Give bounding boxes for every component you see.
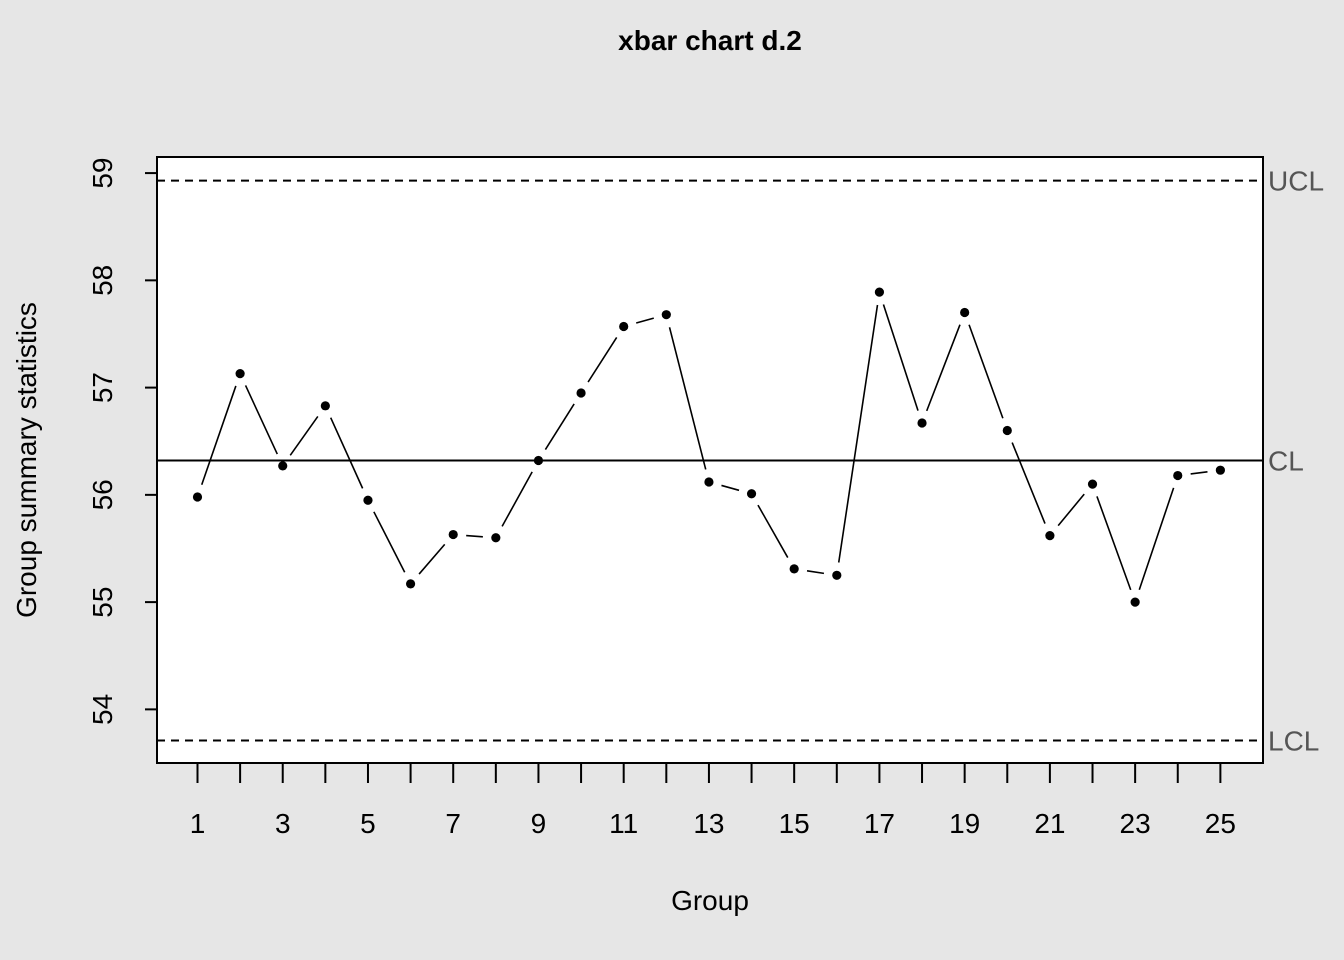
data-point-1 [192,492,203,502]
data-point-15 [789,564,799,574]
series-segment [466,534,483,538]
data-point-9 [533,455,544,466]
x-tick-label: 7 [445,808,461,839]
y-tick-label: 57 [87,372,118,403]
series-segment [329,417,364,489]
x-tick-label: 9 [531,808,547,839]
y-axis: 54 55 56 57 58 59 [87,158,157,725]
x-tick-label: 21 [1034,808,1065,839]
series-segment [721,484,740,492]
series-segment [968,324,1004,419]
x-tick-label: 3 [275,808,291,839]
series-segment [837,304,879,563]
data-point-5 [363,495,373,505]
y-tick-label: 58 [87,265,118,296]
data-point-19 [960,307,970,318]
series-segment [373,511,406,573]
data-point-18 [917,418,927,428]
series-segment [200,385,237,485]
data-point-6 [405,579,416,589]
series-segment [925,324,961,412]
x-tick-label: 15 [779,808,810,839]
series-segment [289,415,319,456]
x-axis: 1 3 5 7 9 11 13 15 17 19 21 23 25 [190,763,1236,839]
data-point-13 [704,477,714,487]
x-tick-label: 25 [1205,808,1236,839]
data-point-3 [278,461,288,471]
y-tick-label: 55 [87,587,118,618]
series-segment [544,403,575,450]
data-point-12 [661,310,671,320]
data-point-16 [832,570,842,580]
plot-frame [156,156,1264,764]
data-point-17 [874,287,885,297]
data-point-4 [320,401,330,411]
series-segment [1057,493,1085,527]
y-tick-label: 59 [87,158,118,189]
series-segment [587,336,618,383]
data-point-21 [1045,531,1055,541]
series-segment [636,317,654,324]
data-point-14 [746,489,757,499]
x-tick-label: 23 [1120,808,1151,839]
x-axis-label: Group [671,885,749,916]
data-point-7 [448,529,458,540]
data-point-20 [1002,425,1012,436]
limit-label-cl: CL [1268,446,1304,477]
x-tick-label: 13 [693,808,724,839]
data-point-23 [1130,597,1140,607]
data-point-8 [491,533,501,543]
series-segment [244,385,279,455]
series-segment [668,327,707,470]
series-segment [806,570,825,575]
chart-title: xbar chart d.2 [618,25,802,56]
limit-label-ucl: UCL [1268,166,1324,197]
series-segment [757,504,789,558]
control-limits: UCL CL LCL [157,166,1324,756]
series-segment [882,304,919,411]
x-tick-label: 1 [190,808,206,839]
series-segment [418,543,446,575]
data-point-22 [1087,479,1098,489]
data-point-24 [1173,470,1183,481]
series-segment [1096,496,1132,591]
data-point-2 [235,369,245,379]
data-point-25 [1215,465,1225,475]
y-axis-label: Group summary statistics [11,302,42,618]
x-tick-label: 11 [609,808,638,839]
x-tick-label: 19 [949,808,980,839]
series-segment [1011,442,1046,524]
x-tick-label: 5 [360,808,376,839]
data-point-10 [576,388,586,398]
series-segment [501,471,533,527]
limit-label-lcl: LCL [1268,725,1319,756]
series-segment [1190,471,1208,475]
data-point-11 [619,321,629,332]
y-tick-label: 54 [87,694,118,725]
x-tick-label: 17 [864,808,895,839]
data-series [192,287,1225,607]
series-segment [1138,487,1175,591]
y-tick-label: 56 [87,479,118,510]
